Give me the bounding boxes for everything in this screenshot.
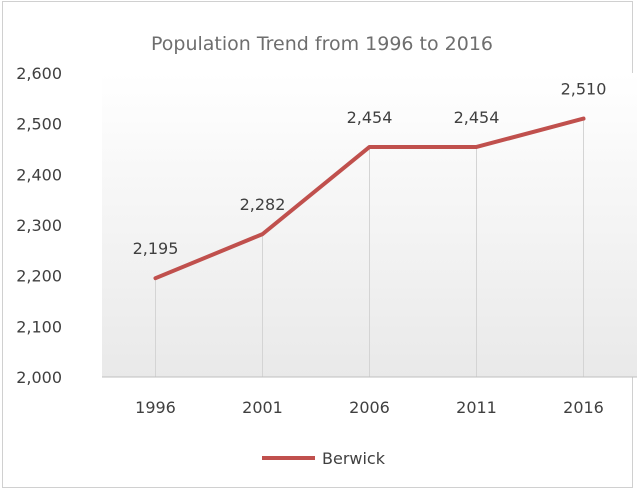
chart-title: Population Trend from 1996 to 2016 — [151, 33, 493, 55]
legend: Berwick — [262, 449, 386, 468]
x-tick-label: 1996 — [135, 398, 176, 417]
data-label: 2,195 — [133, 239, 179, 258]
data-label: 2,454 — [454, 108, 500, 127]
x-tick-label: 2001 — [242, 398, 283, 417]
data-label: 2,282 — [240, 195, 286, 214]
y-tick-label: 2,100 — [16, 317, 62, 336]
data-label: 2,510 — [561, 80, 607, 99]
legend-label-berwick: Berwick — [322, 449, 386, 468]
x-tick-label: 2016 — [563, 398, 604, 417]
y-tick-label: 2,200 — [16, 267, 62, 286]
y-tick-label: 2,000 — [16, 368, 62, 387]
data-label: 2,454 — [347, 108, 393, 127]
y-tick-label: 2,500 — [16, 115, 62, 134]
y-tick-label: 2,600 — [16, 64, 62, 83]
series-line-berwick — [153, 116, 586, 281]
x-tick-label: 2011 — [456, 398, 497, 417]
x-tick-label: 2006 — [349, 398, 390, 417]
y-tick-label: 2,400 — [16, 165, 62, 184]
y-tick-label: 2,300 — [16, 216, 62, 235]
